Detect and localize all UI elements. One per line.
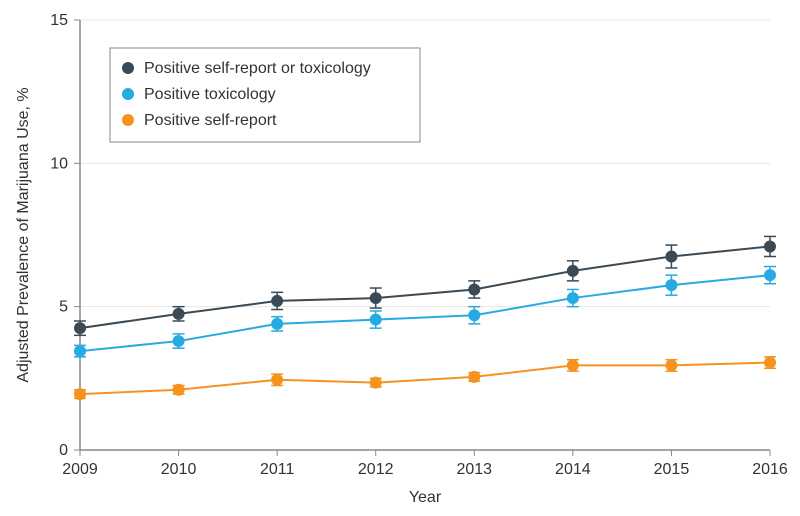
x-tick-label: 2013 bbox=[456, 461, 492, 478]
data-point bbox=[271, 318, 283, 330]
data-point bbox=[567, 359, 579, 371]
y-tick-label: 15 bbox=[50, 12, 68, 29]
y-tick-label: 5 bbox=[59, 299, 68, 316]
data-point bbox=[764, 269, 776, 281]
data-point bbox=[764, 240, 776, 252]
legend-label: Positive self-report bbox=[144, 112, 277, 129]
data-point bbox=[665, 359, 677, 371]
data-point bbox=[370, 377, 382, 389]
data-point bbox=[370, 314, 382, 326]
legend-marker bbox=[122, 114, 134, 126]
data-point bbox=[74, 322, 86, 334]
legend-marker bbox=[122, 88, 134, 100]
data-point bbox=[173, 335, 185, 347]
x-tick-label: 2012 bbox=[358, 461, 394, 478]
data-point bbox=[271, 295, 283, 307]
legend-label: Positive self-report or toxicology bbox=[144, 60, 371, 77]
x-tick-label: 2010 bbox=[161, 461, 197, 478]
x-tick-label: 2011 bbox=[260, 461, 295, 478]
data-point bbox=[764, 357, 776, 369]
y-tick-label: 0 bbox=[59, 442, 68, 459]
data-point bbox=[567, 265, 579, 277]
data-point bbox=[468, 371, 480, 383]
data-point bbox=[567, 292, 579, 304]
data-point bbox=[468, 283, 480, 295]
x-tick-label: 2015 bbox=[654, 461, 690, 478]
data-point bbox=[173, 308, 185, 320]
x-tick-label: 2016 bbox=[752, 461, 788, 478]
data-point bbox=[665, 251, 677, 263]
x-tick-label: 2014 bbox=[555, 461, 591, 478]
legend-label: Positive toxicology bbox=[144, 86, 276, 103]
data-point bbox=[665, 279, 677, 291]
data-point bbox=[173, 384, 185, 396]
y-tick-label: 10 bbox=[50, 155, 68, 172]
x-axis-label: Year bbox=[409, 489, 442, 506]
data-point bbox=[370, 292, 382, 304]
line-chart: 0 5 10 15 2009 2010 2011 2012 2013 2014 2015 2016 Ye… bbox=[0, 0, 800, 516]
data-point bbox=[468, 309, 480, 321]
x-tick-label: 2009 bbox=[62, 461, 98, 478]
data-point bbox=[74, 388, 86, 400]
data-point bbox=[271, 374, 283, 386]
data-point bbox=[74, 345, 86, 357]
y-axis-label: Adjusted Prevalence of Marijuana Use, % bbox=[15, 87, 32, 382]
legend-marker bbox=[122, 62, 134, 74]
